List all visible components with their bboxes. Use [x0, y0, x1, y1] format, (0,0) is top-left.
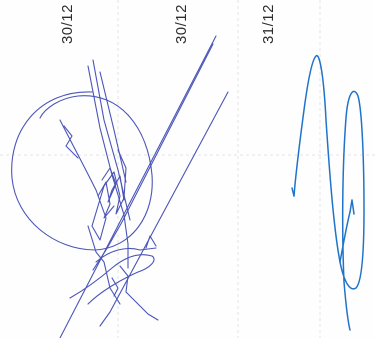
signature-2-image: [291, 55, 365, 331]
scanned-attendance-sheet: 30/12 30/12 31/12: [0, 0, 375, 338]
signature-1-image: [11, 35, 229, 338]
